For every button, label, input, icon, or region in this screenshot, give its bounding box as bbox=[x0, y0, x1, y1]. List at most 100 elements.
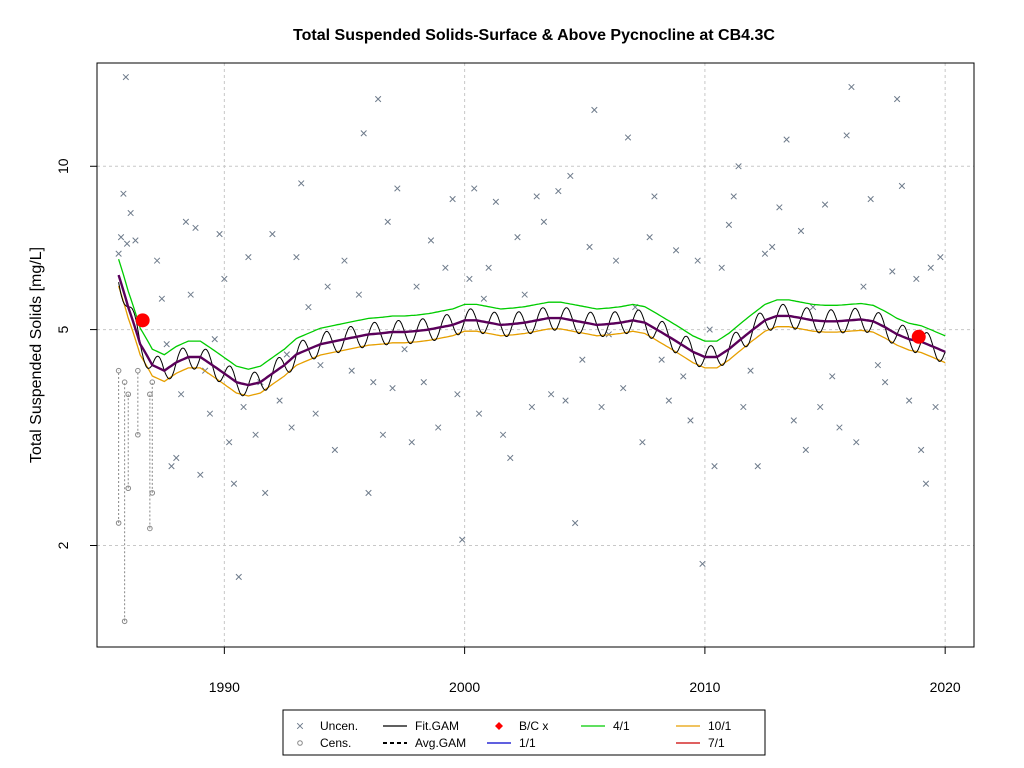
uncensored-point bbox=[922, 480, 930, 487]
uncensored-point bbox=[288, 424, 295, 431]
uncensored-point bbox=[221, 275, 228, 283]
uncensored-point bbox=[492, 198, 500, 205]
uncensored-point bbox=[454, 391, 461, 398]
uncensored-point bbox=[848, 83, 855, 91]
x-tick-label: 2010 bbox=[689, 679, 720, 695]
uncensored-point bbox=[269, 230, 276, 238]
legend-label: 4/1 bbox=[613, 719, 630, 733]
legend-label: Uncen. bbox=[320, 719, 358, 733]
uncensored-point bbox=[665, 397, 673, 404]
uncensored-point bbox=[168, 463, 175, 470]
uncensored-point bbox=[127, 209, 134, 217]
uncensored-point bbox=[790, 417, 797, 424]
series-10-1-line bbox=[117, 285, 946, 397]
uncensored-point bbox=[370, 379, 377, 386]
x-axis: 1990 2000 2010 2020 bbox=[209, 646, 961, 695]
legend-symbol-circle bbox=[297, 740, 303, 746]
uncensored-point bbox=[639, 439, 646, 446]
uncensored-point bbox=[913, 275, 920, 283]
legend-label: Avg.GAM bbox=[415, 736, 466, 750]
x-tick-label: 1990 bbox=[209, 679, 240, 695]
uncensored-point bbox=[230, 480, 238, 487]
uncensored-point bbox=[245, 253, 252, 261]
uncensored-point bbox=[711, 463, 718, 470]
uncensored-point bbox=[480, 295, 487, 302]
uncensored-point bbox=[893, 95, 901, 103]
censored-points bbox=[115, 367, 156, 625]
uncensored-point bbox=[312, 410, 319, 417]
uncensored-point bbox=[620, 384, 627, 392]
uncensored-point bbox=[874, 361, 882, 369]
censored-point bbox=[121, 379, 128, 385]
uncensored-point bbox=[932, 403, 939, 411]
uncensored-point bbox=[235, 573, 242, 581]
uncensored-point bbox=[547, 391, 555, 398]
censored-lower-point bbox=[115, 520, 122, 526]
uncensored-point bbox=[374, 95, 382, 103]
uncensored-point bbox=[276, 397, 283, 404]
uncensored-point bbox=[298, 180, 305, 187]
legend-item-bc: B/C x bbox=[495, 719, 548, 733]
legend-item-avggam: Avg.GAM bbox=[383, 736, 466, 750]
uncensored-point bbox=[449, 195, 456, 203]
legend-label: 1/1 bbox=[519, 736, 536, 750]
uncensored-point bbox=[829, 373, 836, 380]
uncensored-point bbox=[571, 519, 579, 527]
censored-lower-point bbox=[135, 431, 141, 438]
uncensored-point bbox=[120, 190, 127, 197]
uncensored-point bbox=[360, 130, 367, 137]
avg-gam-line bbox=[117, 274, 946, 387]
uncensored-point bbox=[624, 134, 632, 141]
y-axis: 2 5 10 bbox=[55, 158, 98, 549]
uncensored-point bbox=[420, 379, 427, 386]
uncensored-point bbox=[898, 182, 906, 190]
uncensored-point bbox=[776, 204, 783, 211]
uncensored-point bbox=[843, 132, 850, 139]
uncensored-point bbox=[435, 424, 442, 431]
uncensored-point bbox=[579, 356, 586, 363]
uncensored-point bbox=[747, 367, 754, 374]
uncensored-point bbox=[413, 283, 420, 290]
uncensored-point bbox=[123, 240, 131, 247]
uncensored-point bbox=[802, 446, 809, 454]
uncensored-point bbox=[598, 403, 605, 411]
uncensored-point bbox=[499, 431, 507, 438]
legend-item-uncen: Uncen. bbox=[296, 719, 358, 733]
uncensored-point bbox=[427, 237, 435, 244]
legend-label: Cens. bbox=[320, 736, 351, 750]
uncensored-point bbox=[853, 439, 860, 446]
series-7-1-line bbox=[117, 274, 946, 386]
uncensored-point bbox=[442, 264, 449, 271]
series-1-1-line bbox=[117, 274, 946, 386]
uncensored-points bbox=[115, 73, 944, 581]
censored-lower-point bbox=[125, 485, 132, 492]
uncensored-point bbox=[348, 367, 355, 374]
uncensored-point bbox=[216, 230, 223, 238]
fit-gam-line bbox=[118, 282, 946, 397]
uncensored-point bbox=[211, 336, 218, 343]
uncensored-point bbox=[153, 257, 161, 264]
uncensored-point bbox=[293, 253, 300, 261]
uncensored-point bbox=[173, 454, 180, 462]
series-4-1-line bbox=[117, 259, 946, 370]
gam-lines bbox=[117, 259, 946, 397]
uncensored-point bbox=[735, 163, 742, 170]
uncensored-point bbox=[317, 361, 324, 369]
uncensored-point bbox=[881, 379, 889, 386]
legend-label: B/C x bbox=[519, 719, 548, 733]
uncensored-point bbox=[177, 391, 185, 398]
uncensored-point bbox=[401, 346, 408, 353]
uncensored-point bbox=[540, 218, 548, 225]
uncensored-point bbox=[687, 417, 694, 424]
uncensored-point bbox=[331, 446, 339, 454]
censored-point bbox=[125, 391, 132, 398]
uncensored-point bbox=[206, 410, 214, 417]
uncensored-point bbox=[567, 172, 574, 180]
uncensored-point bbox=[730, 193, 737, 200]
uncensored-point bbox=[163, 341, 170, 348]
uncensored-point bbox=[187, 291, 194, 298]
uncensored-point bbox=[821, 201, 829, 208]
uncensored-point bbox=[182, 218, 190, 225]
uncensored-point bbox=[389, 384, 396, 392]
uncensored-point bbox=[408, 439, 415, 446]
